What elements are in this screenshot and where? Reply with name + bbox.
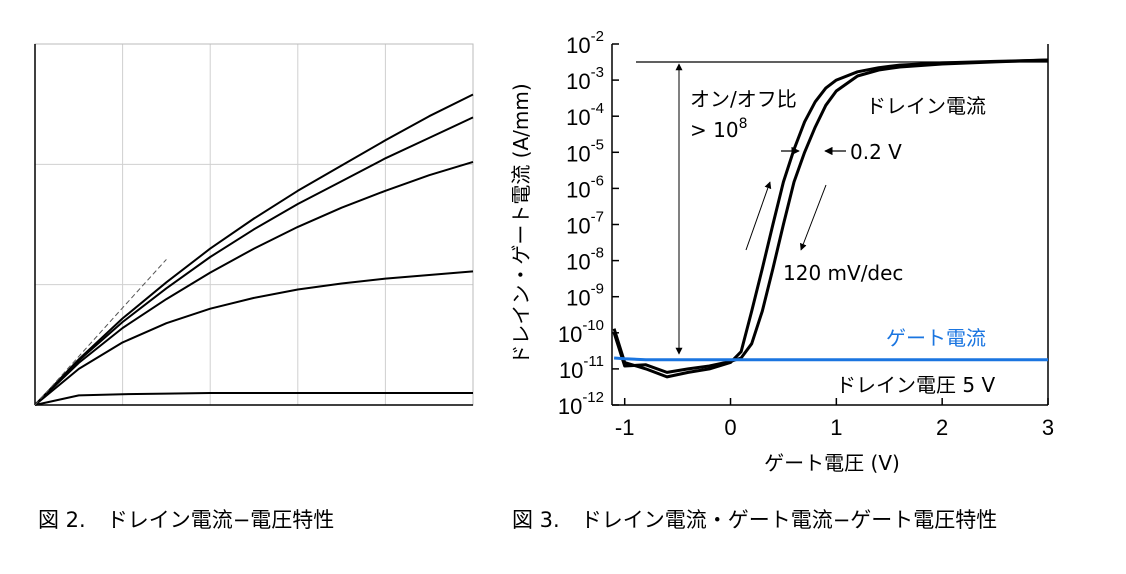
x-tick-label: 2: [936, 415, 948, 440]
y-tick-base: 10: [566, 250, 590, 275]
y-tick-label: 10-10: [558, 317, 604, 347]
annotation: 120 mV/dec: [783, 261, 903, 285]
data-line: [34, 270, 474, 406]
y-tick-base: 10: [566, 105, 590, 130]
caption: 図 2. ドレイン電流−電圧特性: [38, 508, 334, 532]
x-axis-title: ゲート電圧 (V): [764, 451, 900, 475]
y-tick-exponent: -3: [591, 64, 604, 81]
y-tick-exponent: -10: [582, 317, 604, 334]
x-tick-label: 1: [830, 415, 842, 440]
y-tick-exponent: -4: [591, 100, 604, 117]
data-line: [34, 392, 473, 406]
y-tick-label: 10-4: [566, 100, 604, 130]
y-tick-base: 10: [558, 322, 582, 347]
y-tick-exponent: -7: [591, 209, 604, 226]
data-line: [613, 356, 1048, 362]
y-tick-exponent: -6: [591, 172, 604, 189]
y-tick-base: 10: [566, 177, 590, 202]
y-tick-exponent: -2: [591, 28, 604, 45]
y-tick-exponent: -12: [582, 389, 604, 406]
y-tick-label: 10-6: [566, 172, 604, 202]
y-tick-exponent: -5: [591, 136, 604, 153]
y-tick-label: 10-2: [566, 28, 604, 58]
y-tick-label: 10-8: [566, 245, 604, 275]
y-tick-base: 10: [566, 214, 590, 239]
sweep-arrow: [799, 184, 827, 251]
y-tick-base: 10: [566, 141, 590, 166]
y-tick-label: 10-9: [566, 281, 604, 311]
y-tick-base: 10: [566, 69, 590, 94]
annotation: ドレイン電流: [866, 94, 986, 118]
data-line: [34, 93, 474, 406]
y-tick-exponent: -8: [591, 245, 604, 262]
y-axis-title: ドレイン・ゲート電流 (A/mm): [509, 83, 533, 364]
annotation: 0.2 V: [850, 140, 902, 164]
data-line: [612, 58, 1049, 374]
y-tick-base: 10: [566, 286, 590, 311]
y-tick-exponent: -9: [591, 281, 604, 298]
plot-frame: [34, 43, 474, 406]
y-tick-label: 10-12: [558, 389, 604, 419]
annotation: オン/オフ比: [690, 87, 797, 111]
x-tick-label: 0: [724, 415, 736, 440]
y-tick-label: 10-11: [559, 353, 604, 383]
annotation: > 108: [690, 116, 748, 142]
annotation: ゲート電流: [886, 326, 986, 350]
y-tick-base: 10: [559, 358, 583, 383]
data-line: [612, 58, 1049, 379]
data-line: [34, 116, 474, 406]
y-tick-label: 10-5: [566, 136, 604, 166]
x-tick-label: 3: [1042, 415, 1054, 440]
y-tick-exponent: -11: [583, 353, 604, 370]
y-tick-base: 10: [558, 394, 582, 419]
x-tick-label: -1: [615, 415, 635, 440]
y-tick-label: 10-3: [566, 64, 604, 94]
sweep-arrow: [745, 181, 772, 251]
data-line: [34, 160, 474, 406]
annotation: ドレイン電圧 5 V: [836, 373, 995, 397]
caption: 図 3. ドレイン電流・ゲート電流−ゲート電圧特性: [512, 508, 997, 532]
y-tick-label: 10-7: [566, 209, 604, 239]
y-tick-base: 10: [566, 33, 590, 58]
data-line: [34, 259, 167, 406]
